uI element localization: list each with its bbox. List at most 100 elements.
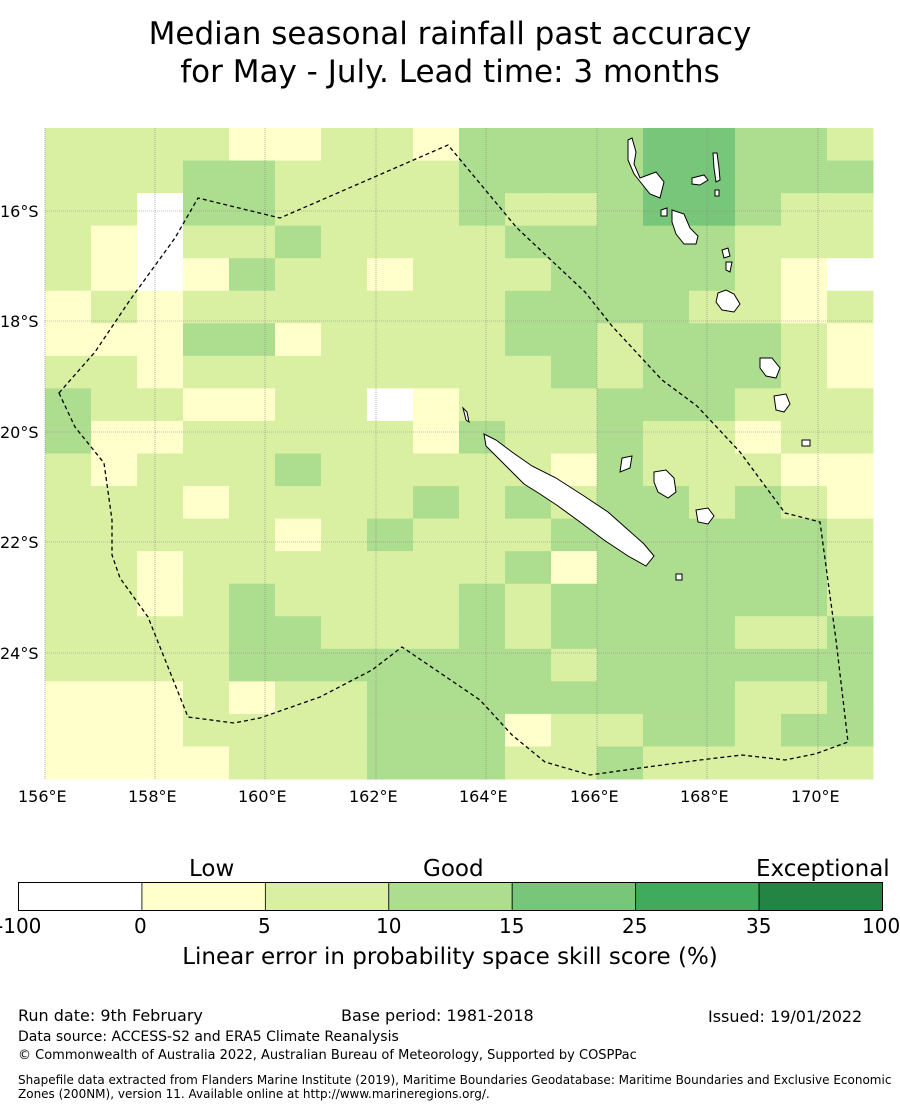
skill-cell	[413, 518, 460, 552]
skill-cell	[689, 323, 736, 357]
colorbar-tick-35: 35	[746, 914, 772, 938]
skill-cell	[137, 746, 184, 780]
skill-cell	[735, 128, 782, 162]
skill-cell	[275, 648, 322, 682]
skill-cell	[137, 355, 184, 389]
skill-cell	[137, 128, 184, 162]
skill-cell	[275, 323, 322, 357]
skill-cell	[45, 746, 92, 780]
skill-cell	[321, 486, 368, 520]
skill-cell	[781, 355, 828, 389]
skill-cell	[459, 128, 506, 162]
skill-cell	[45, 160, 92, 194]
skill-cell	[735, 486, 782, 520]
skill-cell	[91, 258, 138, 292]
lon-label-156e: 156°E	[18, 787, 67, 806]
skill-cell	[505, 583, 552, 617]
skill-cell	[229, 193, 276, 227]
skill-cell	[735, 746, 782, 780]
colorbar-tick-15: 15	[499, 914, 525, 938]
skill-cell	[597, 258, 644, 292]
skill-cell	[551, 388, 598, 422]
skill-cell	[413, 486, 460, 520]
skill-cell	[643, 616, 690, 650]
skill-cell	[183, 355, 230, 389]
skill-cell	[321, 713, 368, 747]
skill-cell	[367, 583, 414, 617]
skill-cell	[827, 388, 874, 422]
skill-cell	[367, 746, 414, 780]
skill-cell	[183, 128, 230, 162]
skill-cell	[551, 160, 598, 194]
skill-cell	[229, 323, 276, 357]
lat-label-18s: 18°S	[0, 312, 39, 331]
skill-cell	[413, 746, 460, 780]
skill-cell	[597, 681, 644, 715]
skill-cell	[597, 420, 644, 454]
skill-cell	[91, 648, 138, 682]
skill-cell	[643, 681, 690, 715]
skill-cell	[91, 453, 138, 487]
skill-cell	[229, 258, 276, 292]
skill-cell	[643, 290, 690, 324]
skill-cell	[505, 420, 552, 454]
skill-cell	[643, 648, 690, 682]
skill-cell	[827, 551, 874, 585]
skill-cell	[321, 160, 368, 194]
skill-cell	[643, 323, 690, 357]
skill-cell	[735, 193, 782, 227]
skill-cell	[367, 486, 414, 520]
vanuatu-islands	[627, 137, 811, 447]
skill-cell	[367, 258, 414, 292]
skill-cell	[827, 583, 874, 617]
skill-cell	[735, 551, 782, 585]
skill-cell	[551, 583, 598, 617]
skill-cell	[183, 746, 230, 780]
skill-cell	[91, 583, 138, 617]
base-period: Base period: 1981-2018	[341, 1006, 534, 1025]
skill-cell	[689, 453, 736, 487]
colorbar-segment	[511, 882, 637, 911]
skill-cell	[597, 193, 644, 227]
skill-cell	[229, 616, 276, 650]
skill-cell	[183, 486, 230, 520]
skill-cell	[735, 453, 782, 487]
skill-cell	[91, 160, 138, 194]
run-date: Run date: 9th February	[18, 1006, 203, 1025]
skill-cell	[413, 616, 460, 650]
skill-cell	[229, 648, 276, 682]
skill-cell	[137, 583, 184, 617]
skill-cell	[321, 616, 368, 650]
skill-cell	[137, 160, 184, 194]
skill-cell	[45, 648, 92, 682]
colorbar-segment	[758, 882, 883, 911]
skill-cell	[275, 746, 322, 780]
skill-cell	[137, 193, 184, 227]
skill-cell	[45, 128, 92, 162]
skill-cell	[735, 583, 782, 617]
skill-cell	[229, 583, 276, 617]
skill-cell	[137, 388, 184, 422]
skill-cell	[505, 648, 552, 682]
skill-cell	[275, 583, 322, 617]
skill-cell	[735, 713, 782, 747]
skill-cell	[551, 258, 598, 292]
skill-cell	[275, 128, 322, 162]
skill-cell	[505, 713, 552, 747]
skill-cell	[137, 258, 184, 292]
skill-cell	[367, 518, 414, 552]
skill-cell	[597, 290, 644, 324]
skill-cell	[321, 681, 368, 715]
skill-cell	[505, 128, 552, 162]
skill-cell	[229, 551, 276, 585]
lat-label-20s: 20°S	[0, 423, 39, 442]
colorbar-segment	[18, 882, 143, 911]
skill-cell	[689, 420, 736, 454]
skill-cell	[459, 225, 506, 259]
skill-cell	[275, 258, 322, 292]
skill-cell	[551, 193, 598, 227]
skill-cell	[45, 518, 92, 552]
skill-cell	[137, 225, 184, 259]
